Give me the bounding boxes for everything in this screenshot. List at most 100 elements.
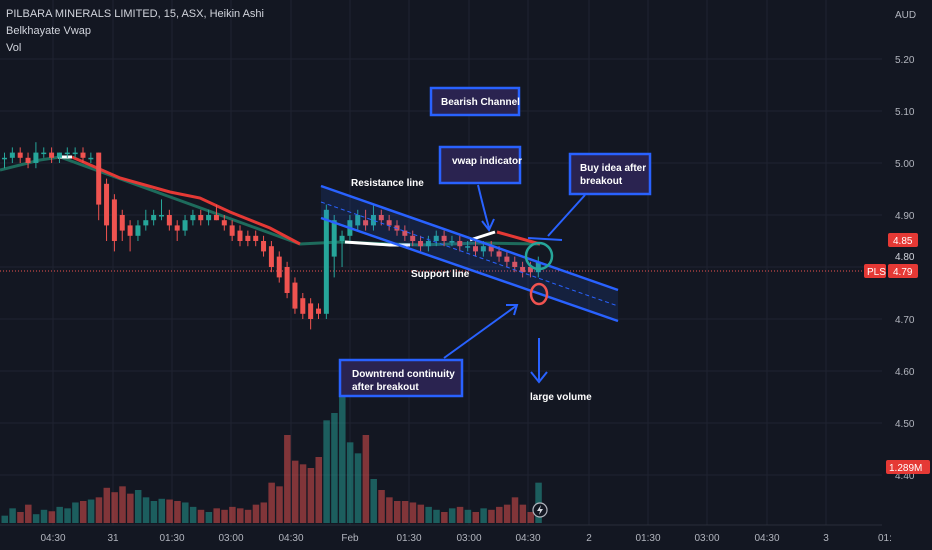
grid: [0, 0, 882, 525]
volume-bar: [511, 497, 519, 523]
volume-bar: [221, 509, 228, 523]
candle-body: [198, 215, 204, 221]
price-tag-high: 4.85: [893, 236, 913, 247]
volume-bar: [354, 453, 362, 523]
candle-body: [480, 246, 486, 252]
annotation-bearish-channel: Bearish Channel: [429, 86, 521, 117]
volume-bar: [197, 509, 205, 523]
candle-body: [370, 215, 376, 226]
volume-bar: [64, 508, 71, 523]
indicator-vwap-label[interactable]: Belkhayate Vwap: [6, 25, 91, 37]
indicator-volume-label[interactable]: Vol: [6, 42, 22, 54]
volume-bar: [386, 497, 393, 523]
candle-body: [425, 241, 431, 247]
volume-bar: [229, 506, 236, 523]
candle-body: [182, 220, 188, 231]
volume-bar: [299, 464, 307, 523]
time-axis[interactable]: 04:30 31 01:30 03:00 04:30 Feb 01:30 03:…: [0, 524, 932, 550]
volume-bar: [480, 508, 487, 523]
candle-body: [80, 152, 86, 158]
candle-body: [292, 282, 298, 309]
volume-bar: [150, 501, 158, 523]
volume-bar: [346, 442, 354, 523]
downtrend-label-2: after breakout: [352, 382, 419, 393]
currency-label: AUD: [895, 10, 916, 21]
candle-body: [190, 215, 196, 221]
candle-body: [104, 183, 110, 226]
candle-body: [512, 261, 518, 267]
candle-body: [386, 220, 392, 226]
support-line: [320, 216, 619, 323]
volume-bar: [244, 509, 252, 523]
candle-body: [473, 246, 478, 252]
candle-body: [284, 267, 290, 293]
volume-bar: [213, 508, 220, 523]
candle-body: [174, 225, 180, 231]
candle-body: [2, 157, 7, 160]
candle-body: [49, 152, 55, 158]
candle-body: [488, 246, 494, 252]
candle-body: [206, 215, 212, 221]
candle-body: [17, 152, 23, 158]
annotation-buy-idea: Buy idea after breakout: [524, 152, 652, 271]
candle-body: [268, 246, 274, 267]
downtrend-circle: [529, 282, 549, 306]
vwap-indicator: [0, 155, 541, 247]
volume-tag: 1.289M: [889, 463, 922, 474]
chart-legend: PILBARA MINERALS LIMITED, 15, ASX, Heiki…: [6, 6, 264, 57]
volume-bar: [394, 501, 401, 523]
candle-body: [159, 215, 164, 217]
candle-body: [229, 225, 235, 236]
symbol-title[interactable]: PILBARA MINERALS LIMITED, 15, ASX, Heiki…: [6, 8, 264, 20]
candle-body: [378, 215, 384, 221]
volume-bar: [103, 487, 111, 523]
price-tick: 4.90: [895, 211, 915, 222]
volume-bar: [25, 504, 32, 523]
resistance-line-label: Resistance line: [351, 178, 424, 189]
volume-bar: [284, 435, 291, 523]
price-axis[interactable]: AUD 5.20 5.10 5.00 4.90 4.70 4.60 4.50 4…: [864, 0, 932, 525]
candle-body: [135, 225, 141, 236]
price-tick: 4.50: [895, 419, 915, 430]
volume-bar: [252, 504, 260, 523]
downtrend-label-1: Downtrend continuity: [352, 369, 455, 380]
time-tick: 2: [586, 533, 592, 544]
candle-body: [143, 220, 149, 226]
alert-icon[interactable]: [532, 502, 548, 518]
volume-bar: [80, 501, 87, 523]
volume-bar: [401, 501, 409, 523]
volume-bar: [472, 512, 479, 523]
symbol-tag: PLS: [867, 267, 886, 278]
candle-body: [33, 152, 39, 163]
volume-bar: [189, 506, 197, 523]
candle-body: [245, 235, 251, 241]
volume-bar: [417, 504, 425, 523]
candle-body: [151, 215, 157, 221]
candle-body: [457, 241, 463, 247]
time-tick: 04:30: [40, 533, 65, 544]
candle-body: [535, 261, 541, 273]
volume-bar: [291, 460, 299, 523]
volume-bar: [40, 509, 48, 523]
volume-bar: [237, 508, 244, 523]
candle-body: [355, 215, 361, 226]
volume-bar: [134, 490, 142, 523]
vwap-base-line: [0, 155, 541, 247]
volume-bar: [519, 504, 527, 523]
volume-bar: [339, 391, 346, 523]
candle-body: [465, 246, 471, 248]
buy-idea-circle: [524, 241, 554, 271]
candle-body: [339, 235, 345, 241]
candle-body: [520, 267, 526, 273]
candle-body: [308, 303, 314, 319]
volume-bar: [433, 509, 440, 523]
time-tick: 01:30: [635, 533, 660, 544]
last-price-tag: 4.79: [893, 267, 913, 278]
volume-bar: [1, 515, 8, 523]
time-tick: 3: [823, 533, 829, 544]
candle-body: [331, 220, 337, 257]
volume-bar: [362, 435, 370, 523]
volume-bar: [48, 511, 56, 523]
volume-bar: [111, 492, 118, 523]
